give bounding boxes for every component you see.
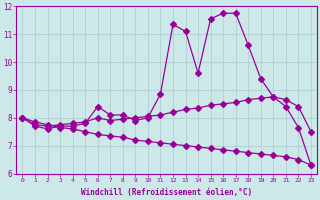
X-axis label: Windchill (Refroidissement éolien,°C): Windchill (Refroidissement éolien,°C) [81,188,252,197]
